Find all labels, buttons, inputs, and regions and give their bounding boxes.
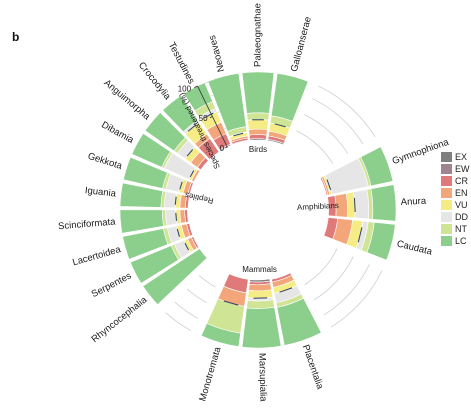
legend-swatch: [441, 200, 452, 210]
bar-segment-galloanserae-lc: [271, 73, 308, 121]
group-label-reptiles: Reptiles: [184, 191, 214, 206]
legend-label: CR: [455, 176, 468, 186]
guide-arc: [305, 249, 337, 285]
bar-segment-anura-lc: [371, 185, 396, 222]
order-label-caudata: Caudata: [396, 238, 434, 257]
guide-arc: [297, 131, 333, 163]
bar-segment-palaeognathae-lc: [242, 72, 274, 113]
legend-swatch: [441, 212, 452, 222]
order-label-testudines: Testudines: [166, 40, 197, 86]
order-label-crocodylia: Crocodylia: [136, 60, 173, 102]
bar-segment-palaeognathae-vu: [248, 120, 269, 130]
order-label-anura: Anura: [401, 196, 428, 208]
order-label-marsupialia: Marsupialia: [256, 353, 268, 403]
order-label-galloanserae: Galloanserae: [289, 16, 314, 73]
panel-label: b: [12, 30, 19, 44]
order-label-rhyncocephalia: Rhyncocephalia: [90, 294, 150, 345]
order-label-placentalia: Placentalia: [300, 343, 326, 391]
legend-swatch: [441, 188, 452, 198]
legend-swatch: [441, 176, 452, 186]
legend-label: LC: [455, 236, 467, 246]
order-label-serpentes: Serpentes: [90, 270, 134, 300]
guide-arc: [324, 264, 370, 315]
legend-swatch: [441, 164, 452, 174]
guide-arc: [175, 302, 198, 318]
bar-segment-palaeognathae-nt: [247, 113, 269, 120]
group-label-birds: Birds: [249, 145, 267, 154]
threat-marker-scinciformata: [176, 213, 177, 221]
legend-item-ex: EX: [441, 151, 470, 163]
bar-segment-anura-vu: [346, 192, 355, 218]
bar-segment-marsupialia-nt: [247, 300, 275, 309]
order-label-neoaves: Neoaves: [207, 34, 227, 73]
legend-item-en: EN: [441, 187, 470, 199]
legend-item-dd: DD: [441, 211, 470, 223]
bar-segment-iguania-dd: [164, 192, 176, 208]
legend-swatch: [441, 224, 452, 234]
legend-label: NT: [455, 224, 467, 234]
legend-item-vu: VU: [441, 199, 470, 211]
order-label-scinciformata: Scinciformata: [58, 216, 117, 232]
legend-label: EW: [455, 164, 470, 174]
order-label-monotremata: Monotremata: [197, 345, 223, 403]
legend-swatch: [441, 236, 452, 246]
legend-label: DD: [455, 212, 468, 222]
guide-arc: [199, 275, 215, 287]
legend-label: EX: [455, 152, 467, 162]
group-label-mammals: Mammals: [242, 265, 277, 274]
group-mammals: Placentalia Marsupialia Monotremata Mammals: [197, 265, 325, 403]
order-label-anguimorpha: Anguimorpha: [102, 78, 153, 123]
order-label-lacertoidea: Lacertoidea: [71, 244, 122, 268]
guide-arc: [166, 313, 191, 331]
bar-segment-anura-dd: [354, 190, 369, 219]
legend: EX EW CR EN VU DD NT LC: [441, 151, 470, 247]
bar-segment-marsupialia-en: [249, 284, 272, 291]
bar-segment-marsupialia-vu: [248, 290, 273, 299]
order-label-gekkota: Gekkota: [86, 151, 124, 172]
bar-segment-marsupialia-lc: [242, 307, 281, 348]
order-label-palaeognathae: Palaeognathae: [253, 3, 264, 67]
legend-item-cr: CR: [441, 175, 470, 187]
legend-swatch: [441, 152, 452, 162]
legend-label: VU: [455, 200, 468, 210]
legend-label: EN: [455, 188, 468, 198]
bar-segment-palaeognathae-cr: [249, 135, 266, 140]
guide-arc: [314, 256, 353, 299]
bar-segment-palaeognathae-en: [249, 129, 268, 135]
legend-item-ew: EW: [441, 163, 470, 175]
radial-axis-tick-label: 0: [220, 144, 225, 153]
guide-arc: [187, 289, 207, 303]
legend-item-lc: LC: [441, 235, 470, 247]
guide-arc: [304, 115, 347, 154]
guide-arc: [312, 99, 363, 145]
bar-segment-scinciformata-dd: [166, 210, 177, 226]
order-label-dibamia: Dibamia: [99, 120, 135, 147]
legend-item-nt: NT: [441, 223, 470, 235]
order-label-iguania: Iguania: [84, 185, 117, 199]
